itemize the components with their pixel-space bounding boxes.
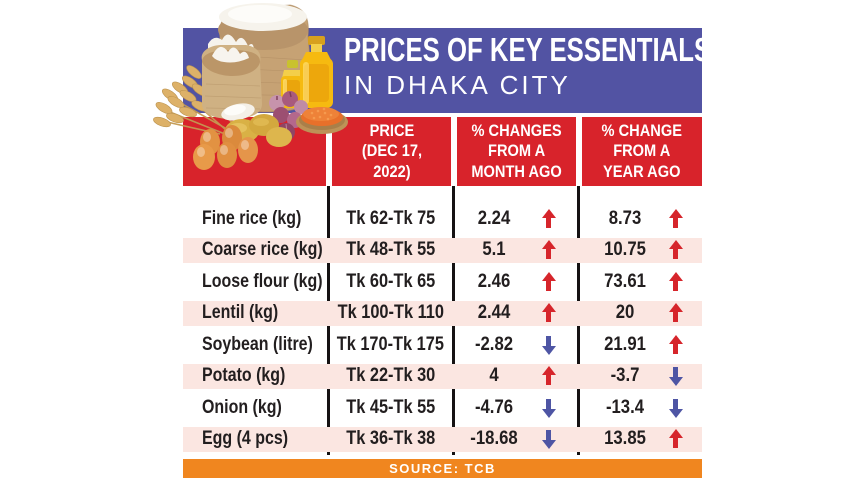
table-row-soybean: Soybean (litre) Tk 170-Tk 175 -2.82 21.9… [183,329,702,361]
table-row-lentil: Lentil (kg) Tk 100-Tk 110 2.44 20 [183,298,702,330]
month-change-cell: 2.46 [454,271,579,293]
header-year-change-cell: % CHANGE FROM A YEAR AGO [582,117,702,186]
month-change-cell: 5.1 [454,239,579,261]
year-change-value: 10.75 [603,239,646,261]
trend-arrow-icon [541,335,556,355]
year-change-value: 21.91 [603,333,646,355]
item-label: Loose flour (kg) [202,270,323,292]
header-gap [451,117,457,186]
month-change-value: -18.68 [469,428,518,450]
year-change-value: 20 [615,302,634,324]
table-row-potato: Potato (kg) Tk 22-Tk 30 4 -3.7 [183,361,702,393]
header-price-cell: PRICE (DEC 17, 2022) [332,117,451,186]
year-change-cell: -3.7 [579,365,703,387]
year-change-cell: 21.91 [579,334,703,356]
item-label: Coarse rice (kg) [202,239,323,261]
table-row-loose-flour: Loose flour (kg) Tk 60-Tk 65 2.46 73.61 [183,266,702,298]
item-label: Lentil (kg) [202,302,279,324]
header-gap [576,117,582,186]
trend-arrow-icon [668,429,683,449]
month-change-value: 2.44 [477,302,510,324]
page-subtitle: IN DHAKA CITY [344,69,571,100]
year-change-cell: 73.61 [579,271,703,293]
year-change-value: 8.73 [608,207,641,229]
trend-arrow-icon [541,366,556,386]
month-change-value: -4.76 [474,396,513,418]
price-value: Tk 100-Tk 110 [337,302,444,324]
header-gap [326,117,332,186]
header-year-change-label: % CHANGE FROM A YEAR AGO [601,121,683,181]
item-label: Fine rice (kg) [202,207,302,229]
page-title: PRICES OF KEY ESSENTIALS [344,33,815,67]
eggs-icon [193,125,258,170]
trend-arrow-icon [541,429,556,450]
trend-arrow-icon [541,303,556,323]
month-change-cell: 2.24 [454,208,579,230]
month-change-cell: -4.76 [454,397,579,419]
header-month-change-cell: % CHANGES FROM A MONTH AGO [457,117,576,186]
month-change-value: 5.1 [481,239,506,261]
trend-arrow-icon [668,240,683,260]
lentil-tray-icon [296,107,348,134]
year-change-value: 13.85 [603,428,646,450]
header-price-label: PRICE (DEC 17, 2022) [361,121,422,181]
item-label: Egg (4 pcs) [202,428,289,450]
year-change-cell: 13.85 [579,428,703,450]
month-change-cell: -18.68 [454,428,579,450]
year-change-cell: 10.75 [579,239,703,261]
price-value: Tk 36-Tk 38 [346,428,436,450]
trend-arrow-icon [541,271,556,292]
trend-arrow-icon [668,208,683,229]
month-change-cell: -2.82 [454,334,579,356]
flour-scoop-icon [221,103,255,121]
flour-sack-icon [201,34,262,119]
trend-arrow-icon [541,208,556,229]
page-title-text: PRICES OF KEY ESSENTIALS [344,31,712,68]
month-change-cell: 2.44 [454,302,579,324]
trend-arrow-icon [668,303,683,323]
item-label: Potato (kg) [202,365,286,387]
item-label: Onion (kg) [202,396,282,418]
trend-arrow-icon [541,398,556,418]
table-body: Fine rice (kg) Tk 62-Tk 75 2.24 8.73 Coa… [183,186,702,455]
price-value: Tk 22-Tk 30 [346,365,436,387]
trend-arrow-icon [668,334,683,355]
table-row-fine-rice: Fine rice (kg) Tk 62-Tk 75 2.24 8.73 [183,203,702,235]
price-value: Tk 60-Tk 65 [346,270,436,292]
trend-arrow-icon [668,271,683,292]
trend-arrow-icon [541,240,556,260]
table-row-egg: Egg (4 pcs) Tk 36-Tk 38 -18.68 13.85 [183,424,702,456]
month-change-value: 2.24 [477,207,510,229]
table-row-onion: Onion (kg) Tk 45-Tk 55 -4.76 -13.4 [183,392,702,424]
item-label: Soybean (litre) [202,333,313,355]
price-value: Tk 170-Tk 175 [337,333,445,355]
month-change-value: -2.82 [474,333,513,355]
price-value: Tk 45-Tk 55 [346,396,436,418]
source-label: SOURCE: TCB [389,461,496,476]
trend-arrow-icon [668,398,683,418]
year-change-cell: 20 [579,302,703,324]
source-bar: SOURCE: TCB [183,459,702,478]
year-change-cell: 8.73 [579,208,703,230]
header-month-change-label: % CHANGES FROM A MONTH AGO [471,121,562,181]
trend-arrow-icon [668,366,683,387]
price-value: Tk 48-Tk 55 [346,239,436,261]
table-row-coarse-rice: Coarse rice (kg) Tk 48-Tk 55 5.1 10.75 [183,235,702,267]
year-change-value: 73.61 [603,270,646,292]
price-value: Tk 62-Tk 75 [346,207,436,229]
year-change-cell: -13.4 [579,397,703,419]
year-change-value: -3.7 [610,365,639,387]
year-change-value: -13.4 [605,396,644,418]
month-change-value: 4 [488,365,499,387]
food-collage-illustration [153,3,348,170]
month-change-cell: 4 [454,365,579,387]
month-change-value: 2.46 [477,270,510,292]
